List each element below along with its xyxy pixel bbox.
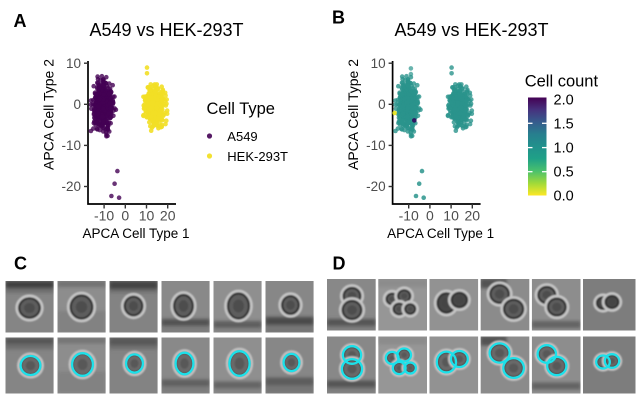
svg-text:0: 0	[73, 97, 81, 112]
svg-text:APCA Cell Type 2: APCA Cell Type 2	[345, 59, 361, 170]
svg-text:A549: A549	[227, 129, 257, 144]
svg-text:B: B	[332, 8, 345, 28]
svg-text:20: 20	[160, 208, 176, 224]
svg-text:HEK-293T: HEK-293T	[227, 149, 288, 164]
svg-text:A: A	[14, 11, 27, 31]
svg-text:0: 0	[378, 97, 386, 112]
svg-text:APCA Cell Type 1: APCA Cell Type 1	[82, 226, 189, 241]
svg-text:A549 vs HEK-293T: A549 vs HEK-293T	[394, 20, 548, 40]
svg-text:C: C	[14, 254, 27, 274]
svg-text:-20: -20	[61, 179, 81, 194]
svg-text:-10: -10	[94, 208, 114, 224]
svg-text:0.5: 0.5	[554, 165, 574, 181]
svg-text:0: 0	[426, 208, 434, 224]
svg-text:1.5: 1.5	[554, 116, 574, 132]
svg-text:10: 10	[443, 208, 459, 224]
svg-text:0: 0	[121, 208, 129, 224]
svg-text:10: 10	[66, 56, 81, 71]
svg-text:A549 vs HEK-293T: A549 vs HEK-293T	[89, 20, 243, 40]
svg-text:10: 10	[139, 208, 155, 224]
svg-text:-10: -10	[399, 208, 419, 224]
svg-text:D: D	[333, 254, 346, 274]
svg-text:-20: -20	[366, 179, 386, 194]
svg-text:Cell Type: Cell Type	[207, 100, 275, 118]
svg-text:2.0: 2.0	[554, 93, 574, 109]
svg-text:APCA Cell Type 2: APCA Cell Type 2	[41, 59, 57, 170]
svg-text:20: 20	[465, 208, 481, 224]
svg-text:0.0: 0.0	[554, 189, 574, 205]
svg-text:-10: -10	[366, 138, 386, 153]
svg-text:1.0: 1.0	[554, 141, 574, 157]
svg-text:Cell count: Cell count	[525, 73, 599, 91]
svg-text:APCA Cell Type 1: APCA Cell Type 1	[387, 226, 494, 241]
svg-text:10: 10	[371, 56, 386, 71]
svg-text:-10: -10	[61, 138, 81, 153]
